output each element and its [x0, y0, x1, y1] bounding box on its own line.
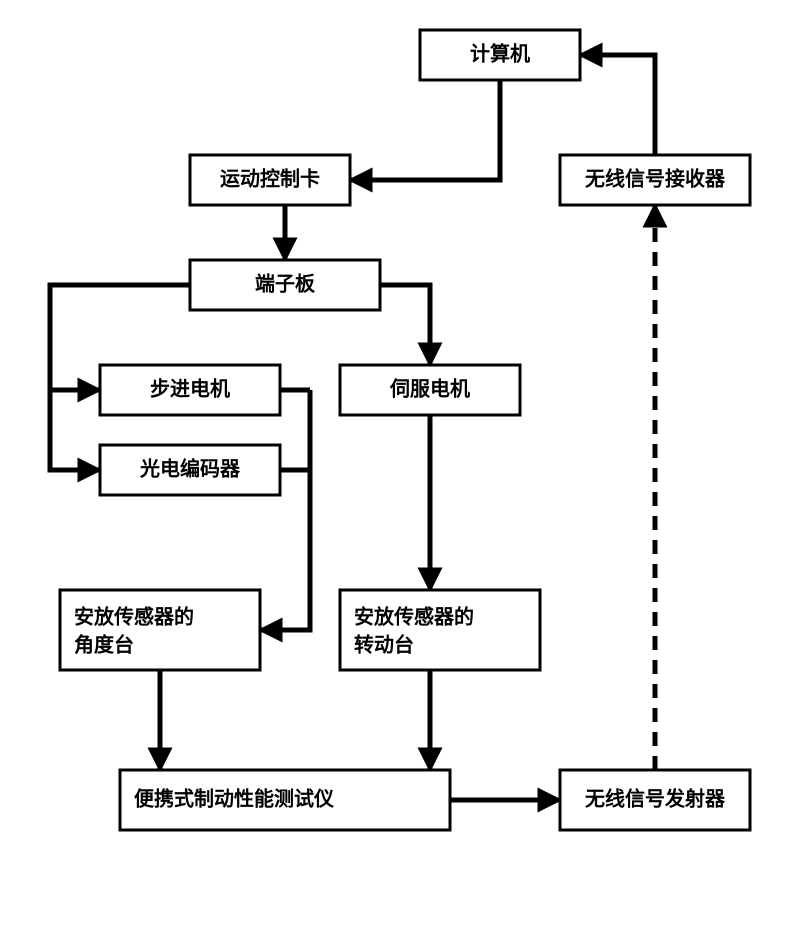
- edge-terminal-to-servo: [380, 285, 430, 365]
- node-stepper-motor: 步进电机: [100, 365, 280, 415]
- edge-encoder-merge: [280, 390, 310, 470]
- label-brake-tester: 便携式制动性能测试仪: [134, 786, 335, 810]
- node-wireless-receiver: 无线信号接收器: [560, 155, 750, 205]
- node-photo-encoder: 光电编码器: [100, 445, 280, 495]
- label-rotary-table-l1: 安放传感器的: [354, 604, 474, 628]
- label-computer: 计算机: [470, 41, 530, 65]
- node-servo-motor: 伺服电机: [340, 365, 520, 415]
- node-angle-table: 安放传感器的 角度台: [60, 590, 260, 670]
- edge-computer-to-motion-card: [350, 80, 500, 180]
- node-brake-tester: 便携式制动性能测试仪: [120, 770, 450, 830]
- label-wireless-transmitter: 无线信号发射器: [585, 786, 726, 810]
- label-photo-encoder: 光电编码器: [139, 456, 241, 480]
- label-angle-table-l1: 安放传感器的: [74, 604, 194, 628]
- label-servo-motor: 伺服电机: [389, 376, 470, 400]
- edge-terminal-to-encoder: [50, 390, 100, 470]
- label-terminal-board: 端子板: [255, 271, 316, 295]
- node-wireless-transmitter: 无线信号发射器: [560, 770, 750, 830]
- edge-merge-to-angle-table: [260, 390, 310, 630]
- label-angle-table-l2: 角度台: [74, 632, 134, 656]
- edge-receiver-to-computer: [580, 55, 655, 155]
- node-rotary-table: 安放传感器的 转动台: [340, 590, 540, 670]
- flowchart-canvas: 计算机 运动控制卡 无线信号接收器 端子板 步进电机 伺服电机 光电编码器 安放…: [0, 0, 800, 949]
- node-motion-card: 运动控制卡: [190, 155, 350, 205]
- node-computer: 计算机: [420, 30, 580, 80]
- label-wireless-receiver: 无线信号接收器: [585, 166, 726, 190]
- label-rotary-table-l2: 转动台: [354, 632, 414, 656]
- label-motion-card: 运动控制卡: [220, 166, 320, 190]
- node-terminal-board: 端子板: [190, 260, 380, 310]
- label-stepper-motor: 步进电机: [150, 376, 230, 400]
